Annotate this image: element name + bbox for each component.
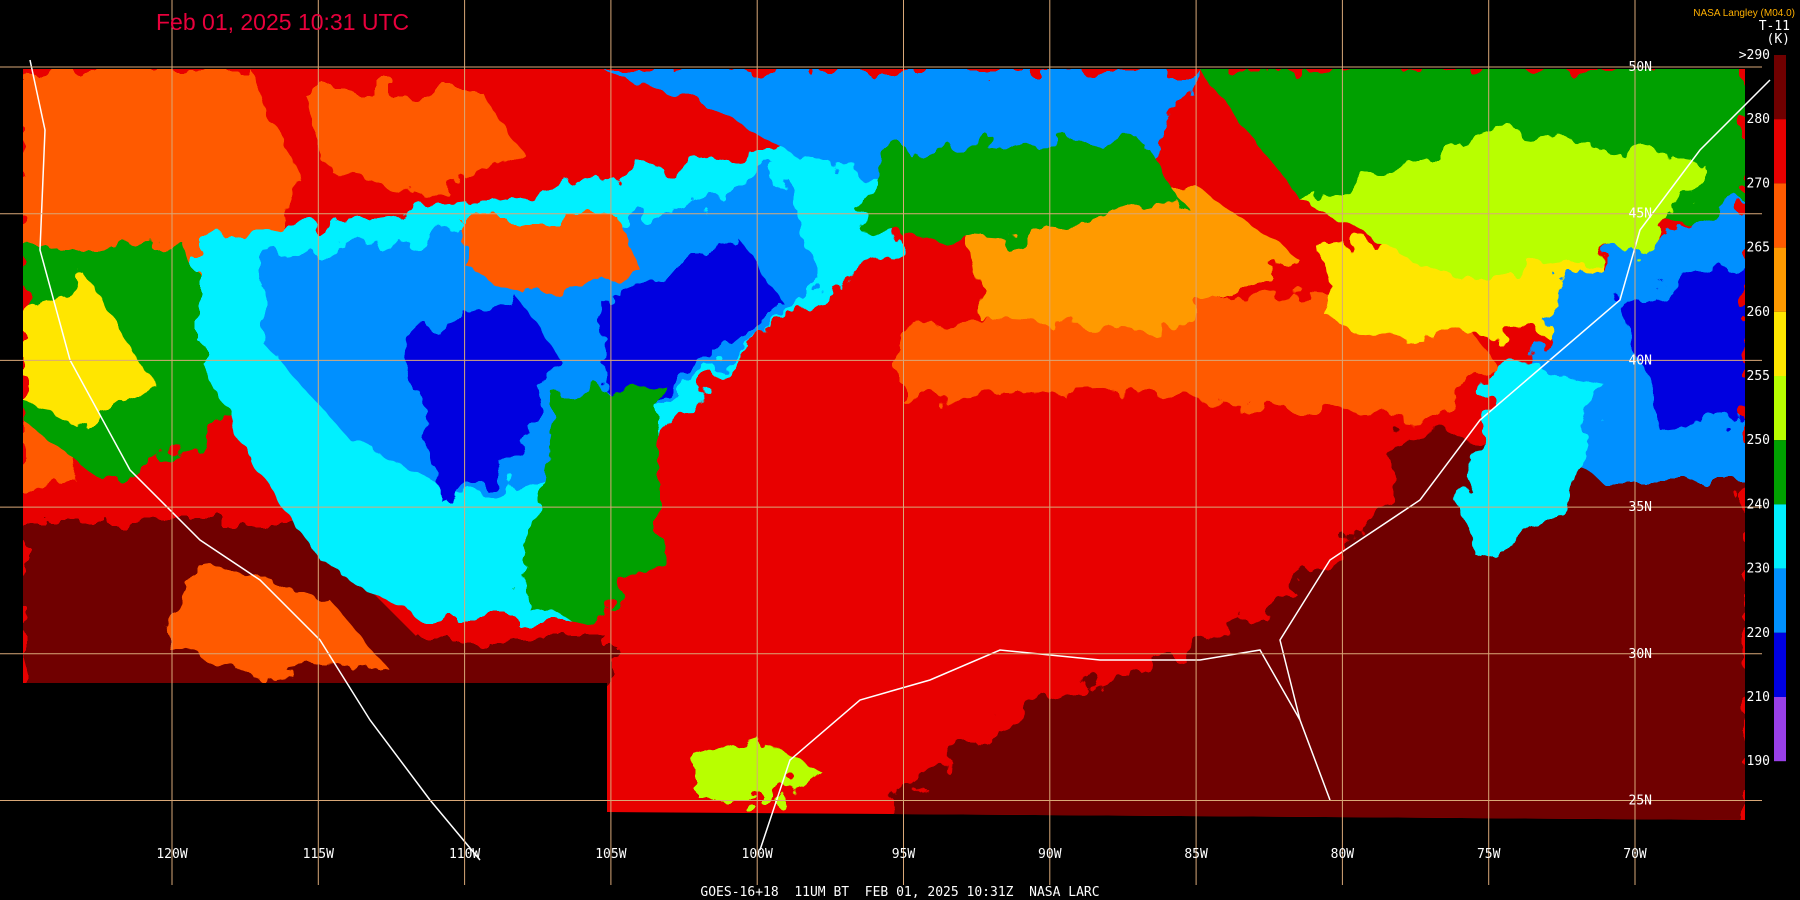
longitude-label: 115W (303, 847, 334, 862)
unit-label: (K) (1767, 32, 1790, 47)
colorbar-label: 250 (1747, 433, 1770, 448)
footer: GOES-16+18 11UM BT FEB 01, 2025 10:31Z N… (700, 885, 1099, 900)
colorbar-label: 265 (1747, 241, 1770, 256)
coastline (29, 59, 1771, 861)
colorbar-segment (1774, 568, 1786, 633)
colorbar-segment (1774, 247, 1786, 312)
latitude-label: 50N (1629, 60, 1652, 75)
colorbar-label: 220 (1747, 626, 1770, 641)
product-label: T-11 (1759, 19, 1790, 34)
colorbar-label: 260 (1747, 305, 1770, 320)
longitude-label: 90W (1038, 847, 1062, 862)
colorbar-label: 190 (1747, 754, 1770, 769)
latitude-label: 35N (1629, 500, 1652, 515)
colorbar-segment (1774, 119, 1786, 184)
longitude-label: 110W (449, 847, 480, 862)
colorbar-label: 240 (1747, 497, 1770, 512)
latitude-label: 40N (1629, 353, 1652, 368)
latitude-label: 45N (1629, 207, 1652, 222)
colorbar-segment (1774, 504, 1786, 569)
colorbar-label: 270 (1747, 176, 1770, 191)
colorbar-label: 230 (1747, 562, 1770, 577)
colorbar-label: 280 (1747, 112, 1770, 127)
longitude-label: 70W (1623, 847, 1647, 862)
colorbar-label: >290 (1739, 48, 1770, 63)
timestamp-title: Feb 01, 2025 10:31 UTC (156, 9, 409, 35)
colorbar-segment (1774, 311, 1786, 376)
colorbar-segment (1774, 183, 1786, 248)
colorbar-segment (1774, 632, 1786, 697)
latitude-label: 30N (1629, 647, 1652, 662)
longitude-label: 95W (892, 847, 916, 862)
longitude-label: 120W (156, 847, 187, 862)
longitude-label: 80W (1331, 847, 1355, 862)
longitude-label: 100W (742, 847, 773, 862)
colorbar-segment (1774, 440, 1786, 505)
colorbar-segment (1774, 697, 1786, 762)
labels: 120W 115W 110W 105W 100W 95W 90W 85W 80W 75W 70W 50… (156, 48, 1786, 862)
colorbar-label: 210 (1747, 690, 1770, 705)
credit: NASA Langley (M04.0) (1693, 8, 1795, 19)
coastlines (29, 59, 1771, 861)
graticule (0, 0, 1762, 885)
colorbar-segment (1774, 55, 1786, 120)
longitude-label: 75W (1477, 847, 1501, 862)
longitude-label: 105W (595, 847, 626, 862)
colorbar-label: 255 (1747, 369, 1770, 384)
latitude-label: 25N (1629, 794, 1652, 809)
colorbar-segment (1774, 376, 1786, 441)
longitude-label: 85W (1184, 847, 1208, 862)
